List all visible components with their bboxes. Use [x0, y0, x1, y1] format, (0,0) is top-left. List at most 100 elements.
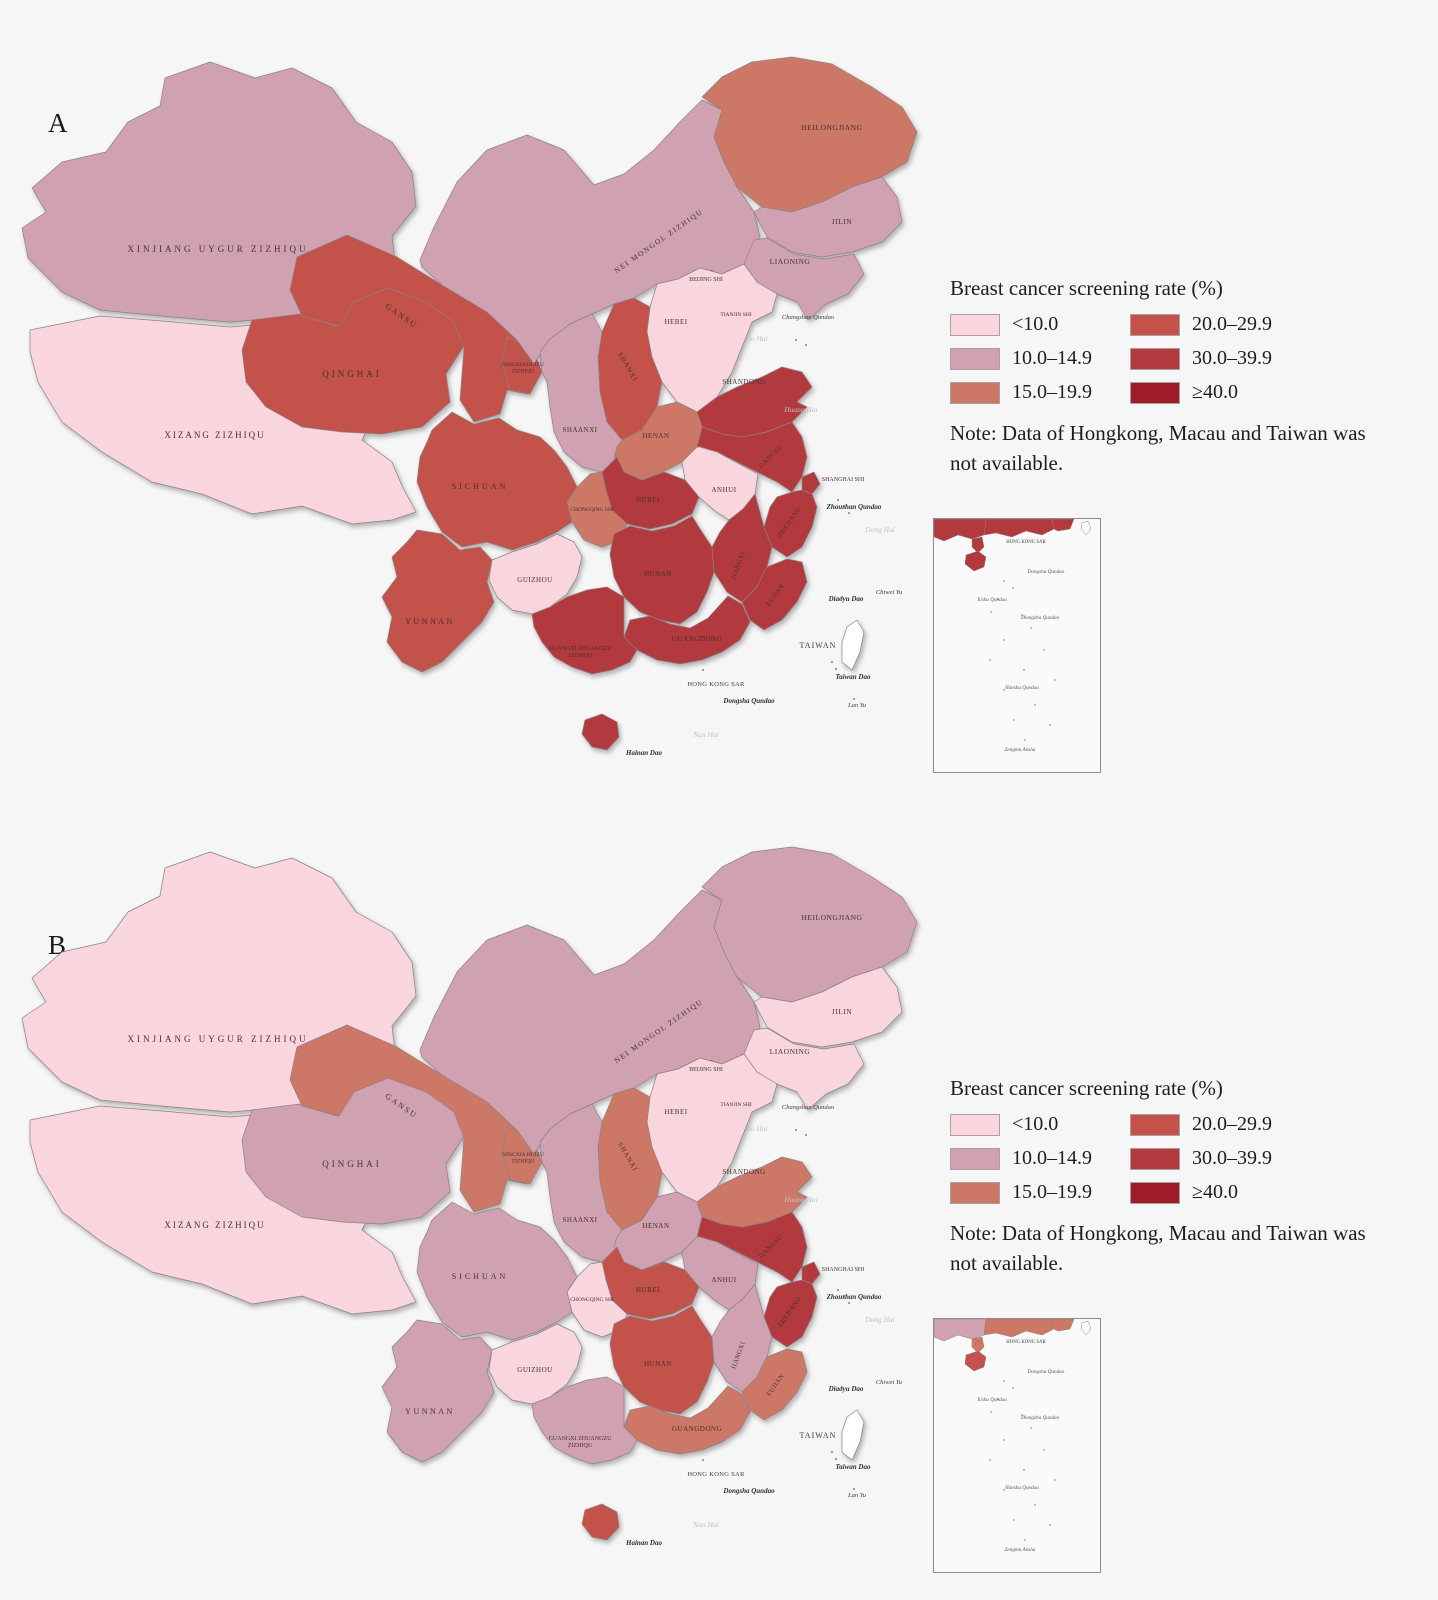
- south-china-sea-inset-a: HONG KONG SAR Dongsha Qundao Xisha Qundao Z…: [933, 518, 1101, 773]
- legend-swatch: [1130, 313, 1180, 336]
- province-label-beijing: BEIJING SHI: [689, 1067, 723, 1073]
- sea-label-lanyu: Lan Yu: [847, 702, 867, 709]
- legend-column: <10.0 10.0–14.9 15.0–19.9: [950, 313, 1092, 404]
- legend-swatch: [950, 1181, 1000, 1204]
- inset-svg: HONG KONG SAR Dongsha Qundao Xisha Qundao Z…: [933, 518, 1092, 753]
- sea-label-dongsha: Dongsha Qundao: [722, 1487, 775, 1495]
- legend-item-label: <10.0: [1012, 1113, 1059, 1135]
- province-label-shaanxi: SHAANXI: [563, 1216, 598, 1224]
- small-island-dot: [836, 1288, 840, 1292]
- legend-column: <10.0 10.0–14.9 15.0–19.9: [950, 1113, 1092, 1204]
- legend-item: 15.0–19.9: [950, 381, 1092, 404]
- inset-island-dot: [1030, 627, 1032, 629]
- inset-island-dot: [989, 659, 991, 661]
- province-guizhou: [488, 1323, 583, 1405]
- province-label-hebei: HEBEI: [664, 318, 687, 326]
- inset-island-dot: [1012, 587, 1014, 589]
- province-label-henan: HENAN: [643, 1222, 670, 1230]
- inset-island-dot: [1049, 724, 1051, 726]
- legend-item: 15.0–19.9: [950, 1181, 1092, 1204]
- sea-label-hainandao: Hainan Dao: [625, 749, 662, 757]
- sea-label-taiwandao: Taiwan Dao: [836, 1463, 871, 1471]
- legend-note: Note: Data of Hongkong, Macau and Taiwan…: [950, 421, 1366, 475]
- province-zhejiang: [763, 489, 818, 558]
- inset-island-dot: [1012, 1387, 1014, 1389]
- legend-item: 20.0–29.9: [1130, 1113, 1272, 1136]
- province-yunnan: [381, 529, 495, 673]
- province-label-anhui: ANHUI: [711, 486, 736, 494]
- inset-island-dot: [1003, 580, 1005, 582]
- inset-label-izhongsha: Zhongsha Qundao: [1021, 615, 1060, 621]
- legend-column: 20.0–29.9 30.0–39.9 ≥40.0: [1130, 313, 1272, 404]
- inset-island-dot: [990, 1411, 992, 1413]
- province-label-shaanxi: SHAANXI: [563, 426, 598, 434]
- inset-island-dot: [1003, 1380, 1005, 1382]
- province-label-heilongjiang: HEILONGJIANG: [802, 913, 863, 922]
- inset-region-guangdong: [971, 1336, 985, 1354]
- legend-item: 10.0–14.9: [950, 347, 1092, 370]
- inset-island-dot: [1024, 1539, 1026, 1541]
- province-shaanxi: [539, 1103, 623, 1263]
- province-label-guizhou: GUIZHOU: [517, 1366, 552, 1374]
- province-label-ningxia: NINGXIA HUIZU ZIZHIQU: [502, 362, 544, 375]
- inset-island-dot: [989, 1459, 991, 1461]
- legend-swatch: [1130, 1147, 1180, 1170]
- province-label-yunnan: YUNNAN: [405, 617, 455, 626]
- inset-island-dot: [1013, 1519, 1015, 1521]
- province-fujian: [741, 1348, 808, 1421]
- sea-label-changshan: Changshan Qundao: [782, 1104, 835, 1111]
- province-label-liaoning: LIAONING: [770, 257, 811, 266]
- legend-item-label: ≥40.0: [1192, 381, 1238, 403]
- small-island-dot: [852, 697, 856, 701]
- sea-label-nanhai: Nan Hai: [692, 730, 719, 739]
- province-guangdong: [623, 595, 751, 665]
- inset-region-hainan: [964, 1350, 987, 1372]
- small-island-dot: [794, 338, 798, 342]
- sea-label-changshan: Changshan Qundao: [782, 314, 835, 321]
- small-island-dot: [847, 1301, 851, 1305]
- province-hunan: [609, 515, 715, 625]
- province-label-shandong: SHANDONG: [722, 378, 765, 386]
- inset-island-dot: [1043, 649, 1045, 651]
- sea-label-zhoushan: Zhoushan Qundao: [826, 503, 882, 511]
- inset-island-dot: [1003, 1439, 1005, 1441]
- province-label-chongqing: CHONGQING SHI: [570, 1297, 614, 1303]
- legend-item: 20.0–29.9: [1130, 313, 1272, 336]
- province-label-hebei: HEBEI: [664, 1108, 687, 1116]
- province-chongqing: [566, 471, 628, 548]
- province-label-hunan: HUNAN: [644, 570, 672, 578]
- province-guizhou: [488, 533, 583, 615]
- inset-island-dot: [1043, 1449, 1045, 1451]
- small-island-dot: [804, 1133, 808, 1137]
- legend-item-label: 20.0–29.9: [1192, 1113, 1272, 1135]
- inset-island-dot: [1021, 1414, 1023, 1416]
- sea-label-chiwei: Chiwei Yu: [876, 589, 903, 596]
- province-label-hubei: HUBEI: [636, 496, 660, 504]
- inset-label-ihk: HONG KONG SAR: [1006, 1340, 1046, 1345]
- inset-island-dot: [1023, 669, 1025, 671]
- legend-item-label: 10.0–14.9: [1012, 347, 1092, 369]
- legend-item: ≥40.0: [1130, 1181, 1272, 1204]
- inset-region-fujian: [1051, 518, 1075, 532]
- legend-item-label: <10.0: [1012, 313, 1059, 335]
- small-island-dot: [804, 343, 808, 347]
- inset-island-dot: [997, 598, 999, 600]
- province-label-henan: HENAN: [643, 432, 670, 440]
- legend-item-label: 20.0–29.9: [1192, 313, 1272, 335]
- province-shaanxi: [539, 313, 623, 473]
- legend-items: <10.0 10.0–14.9 15.0–19.9 20.0–29.9 30.0–39.…: [950, 1113, 1402, 1204]
- legend-swatch: [1130, 1181, 1180, 1204]
- inset-label-idongsha: Dongsha Qundao: [1027, 569, 1065, 575]
- legend-title: Breast cancer screening rate (%): [950, 276, 1223, 300]
- legend-column: 20.0–29.9 30.0–39.9 ≥40.0: [1130, 1113, 1272, 1204]
- sea-label-huanghai: Huang Hai: [783, 405, 818, 414]
- province-label-xizang: XIZANG ZIZHIQU: [164, 430, 265, 440]
- inset-svg: HONG KONG SAR Dongsha Qundao Xisha Qundao Z…: [933, 1318, 1092, 1553]
- province-label-xinjiang: XINJIANG UYGUR ZIZHIQU: [128, 244, 309, 254]
- province-label-liaoning: LIAONING: [770, 1047, 811, 1056]
- small-island-dot: [794, 1128, 798, 1132]
- inset-region-guangdong: [983, 518, 1055, 538]
- legend-item-label: 15.0–19.9: [1012, 1181, 1092, 1203]
- legend-item: 30.0–39.9: [1130, 1147, 1272, 1170]
- province-label-guizhou: GUIZHOU: [517, 576, 552, 584]
